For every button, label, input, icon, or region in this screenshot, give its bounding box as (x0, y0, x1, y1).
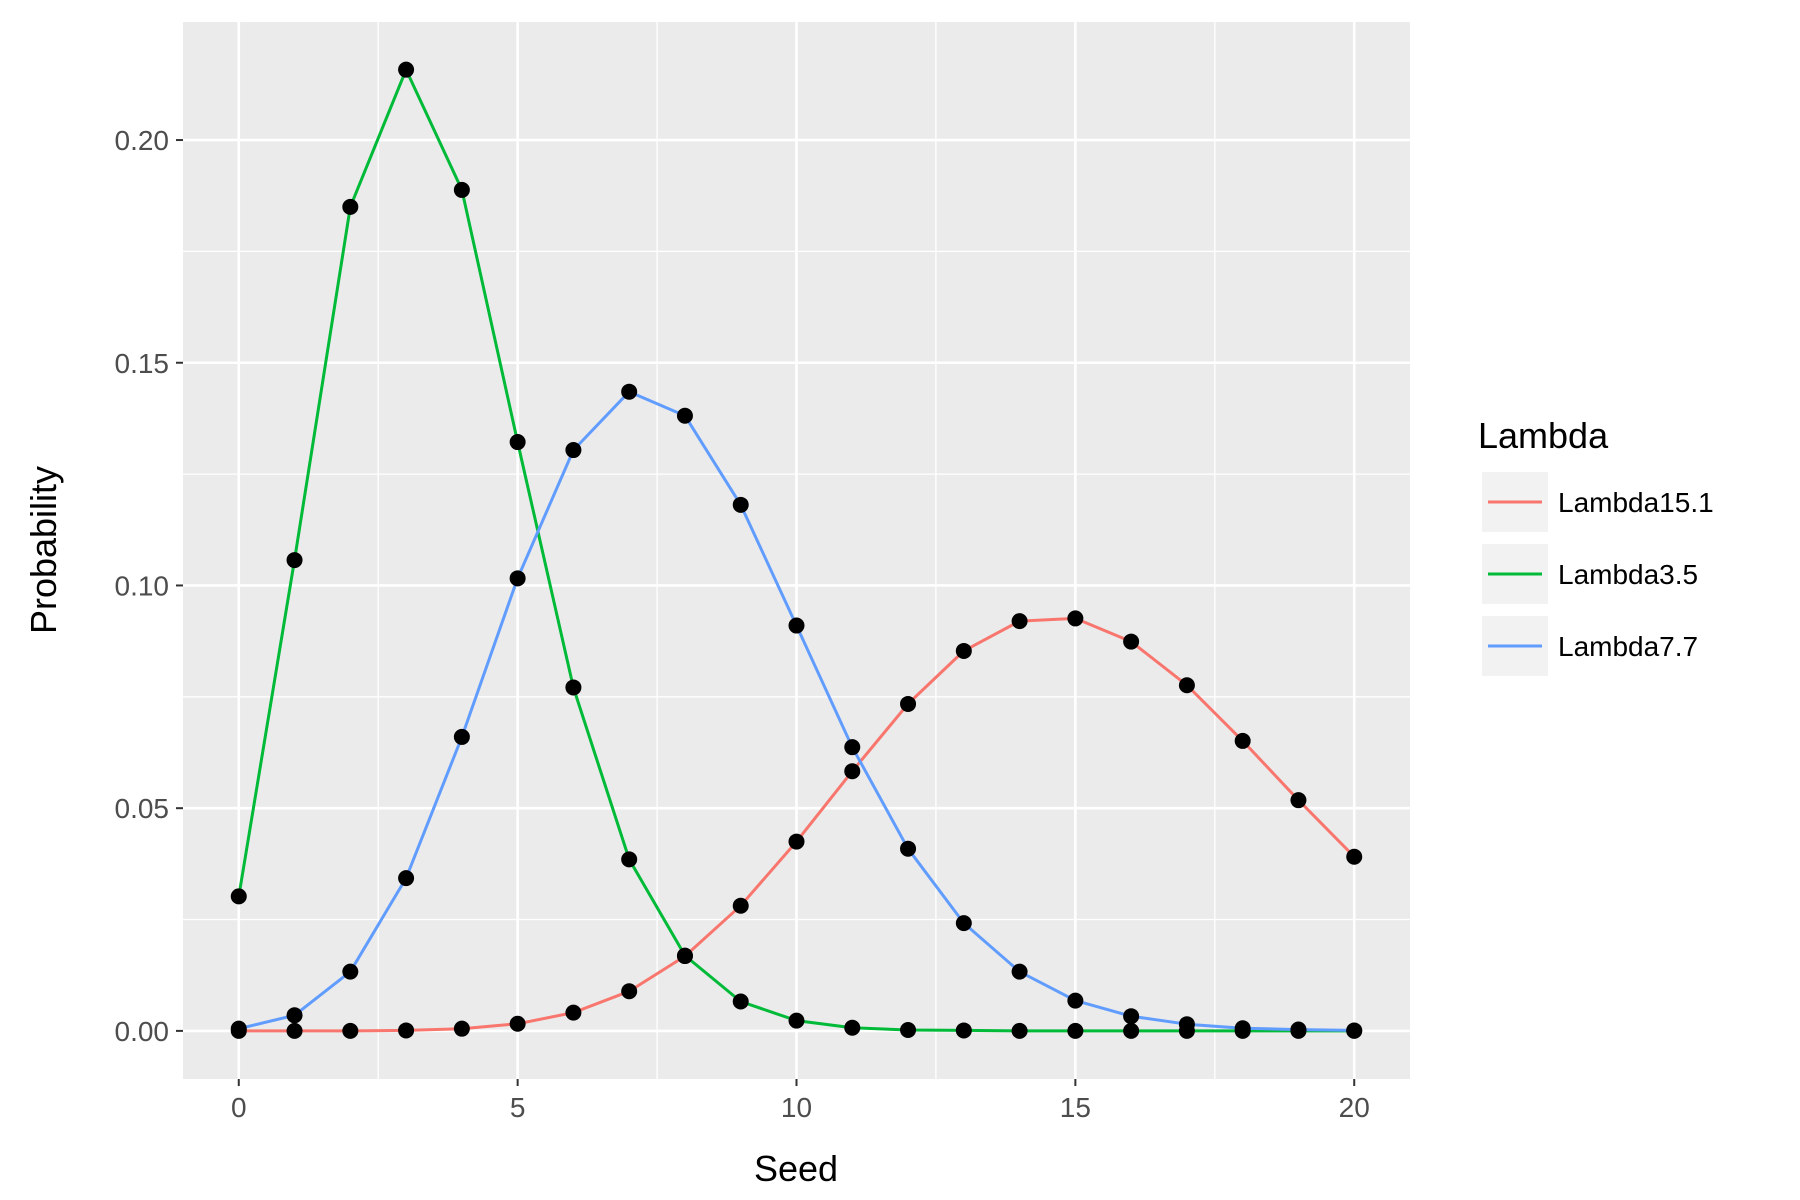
data-point (955, 642, 972, 659)
data-point (398, 870, 415, 887)
data-point (286, 552, 303, 569)
data-point (453, 181, 470, 198)
y-tick-label: 0.10 (115, 570, 170, 601)
legend-title: Lambda (1478, 415, 1609, 456)
data-point (1011, 963, 1028, 980)
data-point (732, 496, 749, 513)
data-point (1011, 1022, 1028, 1039)
data-point (900, 840, 917, 857)
data-point (1290, 1021, 1307, 1038)
data-point (398, 1022, 415, 1039)
x-axis: 0 5 10 15 20 (231, 1079, 1370, 1123)
y-tick-label: 0.15 (115, 348, 170, 379)
y-tick-label: 0.00 (115, 1016, 170, 1047)
data-point (1234, 732, 1251, 749)
data-point (844, 1019, 861, 1036)
data-point (509, 570, 526, 587)
data-point (230, 888, 247, 905)
x-tick-label: 10 (781, 1092, 812, 1123)
data-point (286, 1007, 303, 1024)
data-point (955, 915, 972, 932)
data-point (900, 695, 917, 712)
data-point (565, 442, 582, 459)
data-point (1178, 677, 1195, 694)
data-point (1346, 848, 1363, 865)
data-point (676, 407, 693, 424)
data-point (1067, 992, 1084, 1009)
data-point (453, 728, 470, 745)
data-point (844, 763, 861, 780)
data-point (342, 198, 359, 215)
series-points (230, 61, 1363, 1039)
y-axis-title: Probability (23, 466, 64, 634)
x-tick-label: 0 (231, 1092, 247, 1123)
data-point (732, 993, 749, 1010)
x-tick-label: 15 (1060, 1092, 1091, 1123)
data-point (621, 383, 638, 400)
data-point (565, 679, 582, 696)
data-point (788, 1012, 805, 1029)
data-point (509, 434, 526, 451)
data-point (900, 1022, 917, 1039)
legend-label: Lambda3.5 (1558, 559, 1698, 590)
data-point (230, 1020, 247, 1037)
data-point (788, 833, 805, 850)
legend-label: Lambda15.1 (1558, 487, 1714, 518)
data-point (621, 983, 638, 1000)
data-point (955, 1022, 972, 1039)
legend-label: Lambda7.7 (1558, 631, 1698, 662)
x-axis-title: Seed (754, 1148, 838, 1189)
data-point (1123, 1022, 1140, 1039)
data-point (1123, 633, 1140, 650)
data-point (1290, 792, 1307, 809)
data-point (1178, 1016, 1195, 1033)
legend: Lambda Lambda15.1 Lambda3.5 Lambda7.7 (1478, 415, 1714, 676)
data-point (1067, 610, 1084, 627)
data-point (676, 947, 693, 964)
data-point (732, 897, 749, 914)
data-point (342, 963, 359, 980)
data-point (1067, 1022, 1084, 1039)
y-tick-label: 0.05 (115, 793, 170, 824)
x-tick-label: 5 (510, 1092, 526, 1123)
data-point (509, 1015, 526, 1032)
major-gridlines (183, 22, 1410, 1079)
data-point (1346, 1022, 1363, 1039)
y-axis: 0.00 0.05 0.10 0.15 0.20 (115, 125, 183, 1047)
data-point (398, 61, 415, 78)
data-point (1011, 613, 1028, 630)
data-point (1234, 1020, 1251, 1037)
data-point (453, 1020, 470, 1037)
data-point (342, 1022, 359, 1039)
y-tick-label: 0.20 (115, 125, 170, 156)
data-point (1123, 1008, 1140, 1025)
data-point (286, 1022, 303, 1039)
data-point (621, 851, 638, 868)
data-point (788, 617, 805, 634)
x-tick-label: 20 (1339, 1092, 1370, 1123)
data-point (565, 1004, 582, 1021)
data-point (844, 739, 861, 756)
